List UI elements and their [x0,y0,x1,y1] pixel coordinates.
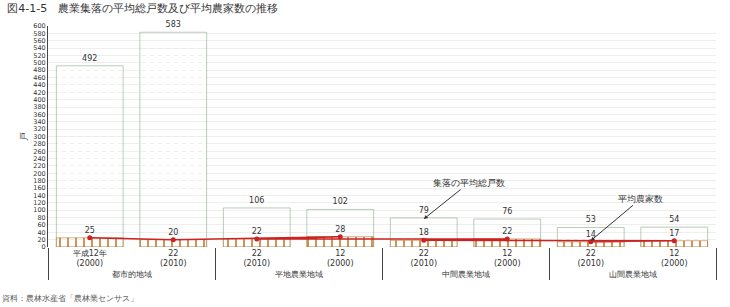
svg-text:12(2000): 12(2000) [327,249,354,268]
svg-text:440: 440 [33,81,45,89]
svg-text:都市的地域: 都市的地域 [112,270,152,279]
svg-text:400: 400 [33,96,45,104]
svg-text:300: 300 [33,133,45,141]
svg-text:25: 25 [85,226,95,235]
svg-text:560: 560 [33,37,45,45]
svg-text:平成12年(2000): 平成12年(2000) [73,249,107,268]
svg-text:平均農家数: 平均農家数 [618,194,663,204]
svg-text:18: 18 [419,228,429,237]
svg-text:260: 260 [33,148,45,156]
svg-text:140: 140 [33,192,45,200]
svg-text:54: 54 [669,215,679,224]
svg-text:山間農業地域: 山間農業地域 [609,270,657,279]
svg-text:平地農業地域: 平地農業地域 [275,270,323,279]
svg-text:460: 460 [33,74,45,82]
svg-text:320: 320 [33,125,45,133]
svg-text:0: 0 [42,243,46,251]
svg-text:22(2010): 22(2010) [160,249,187,268]
svg-text:492: 492 [82,54,97,63]
svg-text:22(2010): 22(2010) [243,249,270,268]
svg-text:220: 220 [33,162,45,170]
svg-text:520: 520 [33,52,45,60]
svg-text:53: 53 [586,215,596,224]
svg-text:60: 60 [37,221,45,229]
svg-text:22(2010): 22(2010) [577,249,604,268]
svg-text:12(2000): 12(2000) [494,249,521,268]
svg-text:580: 580 [33,30,45,38]
svg-text:20: 20 [37,236,45,244]
svg-text:500: 500 [33,59,45,67]
svg-text:28: 28 [335,225,345,234]
svg-text:図4-1-5 農業集落の平均総戸数及び平均農家数の推移: 図4-1-5 農業集落の平均総戸数及び平均農家数の推移 [7,2,278,15]
svg-text:106: 106 [249,196,264,205]
svg-text:200: 200 [33,170,45,178]
svg-text:180: 180 [33,177,45,185]
svg-text:22: 22 [502,227,512,236]
svg-text:120: 120 [33,199,45,207]
svg-text:360: 360 [33,111,45,119]
svg-text:79: 79 [419,206,429,215]
svg-text:20: 20 [168,228,178,237]
svg-text:中間農業地域: 中間農業地域 [442,270,490,279]
svg-text:資料：農林水産省「農林業センサス」: 資料：農林水産省「農林業センサス」 [2,294,138,303]
svg-text:22: 22 [252,227,262,236]
svg-text:280: 280 [33,140,45,148]
svg-text:540: 540 [33,44,45,52]
svg-text:12(2000): 12(2000) [661,249,688,268]
svg-text:102: 102 [333,197,348,206]
svg-text:340: 340 [33,118,45,126]
svg-text:戸: 戸 [19,132,29,141]
svg-text:480: 480 [33,66,45,74]
svg-text:40: 40 [37,229,45,237]
svg-text:集落の平均総戸数: 集落の平均総戸数 [433,178,505,188]
svg-text:80: 80 [37,214,45,222]
svg-text:240: 240 [33,155,45,163]
svg-text:14: 14 [586,230,596,239]
svg-text:160: 160 [33,184,45,192]
svg-text:17: 17 [669,229,679,238]
svg-text:583: 583 [166,20,181,29]
svg-text:22(2010): 22(2010) [410,249,437,268]
svg-text:380: 380 [33,103,45,111]
svg-text:76: 76 [502,207,512,216]
svg-text:420: 420 [33,89,45,97]
svg-text:600: 600 [33,22,45,30]
svg-text:100: 100 [33,206,45,214]
